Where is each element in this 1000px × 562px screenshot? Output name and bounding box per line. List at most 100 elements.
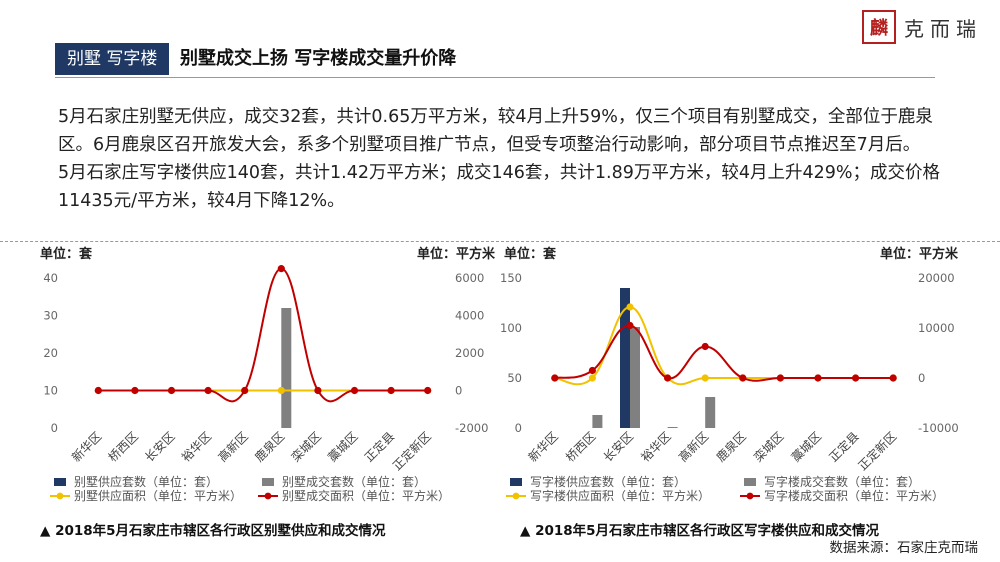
category-label: 高新区	[215, 429, 251, 465]
category-label: 鹿泉区	[251, 429, 287, 465]
series-point	[204, 386, 212, 395]
right-tick-label: 2000	[455, 346, 484, 360]
legend-swatch	[510, 478, 522, 486]
left-tick-label: 100	[500, 321, 522, 335]
legend-swatch	[54, 478, 66, 486]
left-tick-label: 10	[43, 384, 58, 398]
legend-swatch	[262, 478, 274, 486]
body-paragraph-villa: 5月石家庄别墅无供应，成交32套，共计0.65万平方米，较4月上升59%，仅三个…	[58, 107, 933, 155]
series-point	[626, 321, 634, 330]
chart-office: 单位：套 单位：平方米 0 50 100 150 -10000 0 10000 20000 新华区桥…	[500, 246, 959, 503]
series-point	[167, 386, 176, 395]
right-axis-unit: 单位：平方米	[417, 246, 496, 262]
category-label: 藁城区	[789, 429, 824, 464]
series-point	[551, 374, 559, 382]
left-tick-label: 50	[507, 371, 522, 385]
legend-label: 别墅供应面积（单位：平方米）	[74, 488, 242, 503]
category-label: 正定县	[361, 429, 397, 465]
page-title: 别墅成交上扬 写字楼成交量升价降	[180, 48, 457, 69]
legend-label: 写字楼供应面积（单位：平方米）	[530, 488, 710, 503]
chart-caption-office: ▲ 2018年5月石家庄市辖区各行政区写字楼供应和成交情况	[520, 523, 880, 539]
category-label: 栾城区	[288, 429, 324, 465]
series-point	[131, 386, 139, 395]
left-tick-label: 40	[43, 271, 58, 285]
logo: 麟 克而瑞	[862, 10, 982, 44]
category-label: 长安区	[142, 429, 178, 465]
series-point	[701, 374, 709, 382]
right-axis-unit: 单位：平方米	[880, 246, 959, 262]
series-line	[554, 305, 894, 386]
left-axis-unit: 单位：套	[504, 246, 557, 262]
right-tick-label: -10000	[918, 421, 959, 435]
series-point	[314, 386, 322, 395]
legend-label: 别墅成交套数（单位：套）	[282, 474, 426, 489]
series-point	[424, 386, 432, 395]
series-point	[94, 386, 102, 395]
legend-swatch	[264, 492, 272, 500]
category-label: 新华区	[68, 429, 104, 465]
category-label: 桥西区	[563, 429, 598, 464]
right-tick-label: 4000	[455, 309, 484, 323]
legend-swatch	[744, 478, 756, 486]
series-point	[814, 374, 822, 382]
category-label: 裕华区	[178, 429, 214, 465]
series-point	[588, 374, 597, 382]
bar	[667, 427, 678, 428]
left-tick-label: 30	[43, 309, 58, 323]
left-tick-label: 0	[515, 421, 522, 435]
series-point	[664, 374, 672, 382]
data-source: 数据来源：石家庄克而瑞	[829, 540, 979, 556]
legend-label: 别墅成交面积（单位：平方米）	[282, 488, 450, 503]
series-point	[387, 386, 395, 395]
category-label: 裕华区	[638, 429, 674, 465]
left-tick-label: 0	[51, 421, 58, 435]
series-point	[852, 374, 860, 382]
header-divider	[55, 77, 935, 78]
body-paragraph-office: 5月石家庄写字楼供应140套，共计1.42万平方米；成交146套，共计1.89万…	[58, 163, 941, 211]
category-label: 正定新区	[389, 429, 434, 474]
charts-area: 单位：套 单位：平方米010203040-20000200040006000新华区…	[40, 246, 959, 503]
series-point	[626, 303, 634, 311]
section-tag: 别墅 写字楼	[55, 43, 170, 75]
body-text: 5月石家庄别墅无供应，成交32套，共计0.65万平方米，较4月上升59%，仅三个…	[58, 103, 958, 215]
left-tick-label: 150	[500, 271, 522, 285]
category-label: 藁城区	[325, 429, 360, 464]
left-axis-unit: 单位：套	[40, 246, 93, 262]
chart-caption-villa: ▲ 2018年5月石家庄市辖区各行政区别墅供应和成交情况	[40, 523, 386, 539]
bar	[705, 397, 716, 428]
legend-label: 写字楼供应套数（单位：套）	[530, 474, 686, 489]
legend-swatch	[56, 492, 64, 500]
category-label: 正定新区	[855, 429, 900, 474]
legend-label: 写字楼成交套数（单位：套）	[764, 474, 920, 489]
category-label: 新华区	[525, 429, 561, 465]
chart-villa: 单位：套 单位：平方米 0 10 20 30 40 -2000 0 2000 4000 6000 新华区…	[40, 246, 496, 503]
legend-label: 别墅供应套数（单位：套）	[74, 474, 218, 489]
right-tick-label: 0	[918, 371, 925, 385]
logo-seal-icon: 麟	[862, 10, 896, 44]
series-point	[277, 265, 285, 273]
series-line	[554, 324, 894, 382]
series-point	[588, 366, 597, 375]
category-label: 栾城区	[750, 429, 786, 465]
series-point	[701, 342, 709, 351]
legend-label: 写字楼成交面积（单位：平方米）	[764, 488, 944, 503]
left-tick-label: 20	[43, 346, 58, 360]
category-label: 鹿泉区	[713, 429, 749, 465]
series-point	[350, 386, 359, 395]
bar	[592, 415, 603, 428]
section-divider	[0, 241, 1000, 242]
right-tick-label: 6000	[455, 271, 484, 285]
legend-swatch	[746, 492, 754, 500]
logo-text: 克而瑞	[904, 16, 982, 41]
right-tick-label: 0	[455, 384, 462, 398]
series-point	[776, 374, 785, 382]
right-tick-label: 10000	[918, 321, 955, 335]
bar	[620, 288, 630, 428]
right-tick-label: 20000	[918, 271, 955, 285]
category-label: 高新区	[675, 429, 711, 465]
category-label: 桥西区	[106, 429, 141, 464]
legend-swatch	[512, 492, 520, 500]
series-point	[277, 386, 285, 395]
category-label: 正定县	[826, 429, 862, 465]
bar	[630, 327, 640, 428]
